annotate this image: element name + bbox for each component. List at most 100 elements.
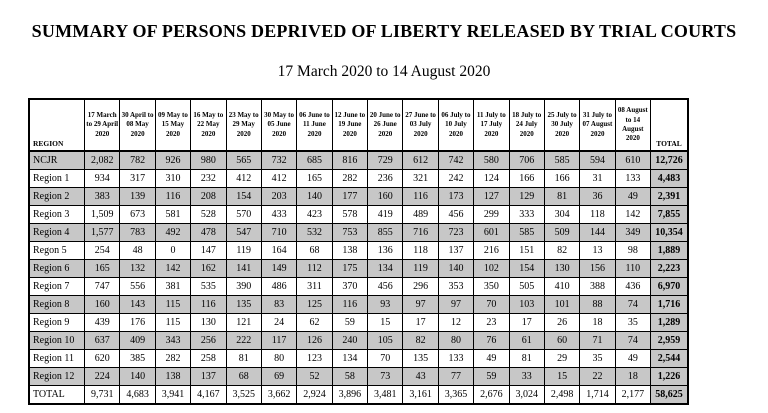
period-column-header-1: 17 March to 29 April 2020 [83, 98, 121, 152]
period-column-header-9: 20 June to 26 June 2020 [366, 98, 404, 152]
period-column-header-12: 11 July to 17 July 2020 [473, 98, 510, 152]
value-cell: 60 [543, 331, 581, 350]
value-cell: 410 [543, 277, 581, 296]
value-cell: 1,714 [579, 385, 616, 405]
value-cell: 232 [190, 169, 227, 188]
value-cell: 74 [614, 295, 652, 314]
value-cell: 528 [190, 205, 227, 224]
value-cell: 578 [331, 205, 369, 224]
value-cell: 125 [296, 295, 333, 314]
value-cell: 456 [366, 277, 404, 296]
period-column-header-14: 25 July to 30 July 2020 [543, 98, 581, 152]
value-cell: 29 [543, 349, 581, 368]
value-cell: 729 [366, 150, 404, 170]
value-cell: 140 [296, 187, 333, 206]
value-cell: 116 [154, 187, 192, 206]
value-cell: 216 [473, 241, 510, 260]
value-cell: 383 [83, 187, 121, 206]
value-cell: 115 [154, 313, 192, 332]
value-cell: 3,161 [402, 385, 439, 405]
value-cell: 116 [331, 295, 369, 314]
value-cell: 412 [225, 169, 262, 188]
value-cell: 353 [437, 277, 475, 296]
value-cell: 2,177 [614, 385, 652, 405]
value-cell: 116 [190, 295, 227, 314]
row-label: Region 11 [28, 349, 85, 368]
value-cell: 137 [190, 367, 227, 386]
row-total-cell: 2,544 [650, 349, 689, 368]
value-cell: 350 [473, 277, 510, 296]
value-cell: 242 [437, 169, 475, 188]
value-cell: 22 [579, 367, 616, 386]
value-cell: 133 [614, 169, 652, 188]
value-cell: 98 [614, 241, 652, 260]
value-cell: 855 [366, 223, 404, 242]
value-cell: 140 [119, 367, 156, 386]
value-cell: 61 [508, 331, 545, 350]
value-cell: 164 [260, 241, 298, 260]
value-cell: 299 [473, 205, 510, 224]
value-cell: 149 [260, 259, 298, 278]
value-cell: 456 [437, 205, 475, 224]
value-cell: 240 [331, 331, 369, 350]
value-cell: 742 [437, 150, 475, 170]
value-cell: 144 [579, 223, 616, 242]
value-cell: 77 [437, 367, 475, 386]
value-cell: 156 [579, 259, 616, 278]
value-cell: 370 [331, 277, 369, 296]
value-cell: 580 [473, 150, 510, 170]
value-cell: 103 [508, 295, 545, 314]
row-total-cell: 7,855 [650, 205, 689, 224]
value-cell: 117 [260, 331, 298, 350]
value-cell: 123 [296, 349, 333, 368]
value-cell: 439 [83, 313, 121, 332]
row-total-cell: 1,289 [650, 313, 689, 332]
value-cell: 70 [473, 295, 510, 314]
row-total-cell: 1,889 [650, 241, 689, 260]
table-row: Region 9 439 176 115 130 121 24 62 59 15 17 12 23 17 2… [28, 313, 689, 332]
value-cell: 73 [366, 367, 404, 386]
value-cell: 74 [614, 331, 652, 350]
page-subtitle: 17 March 2020 to 14 August 2020 [277, 63, 491, 80]
value-cell: 160 [366, 187, 404, 206]
value-cell: 565 [225, 150, 262, 170]
value-cell: 118 [402, 241, 439, 260]
value-cell: 17 [508, 313, 545, 332]
value-cell: 141 [225, 259, 262, 278]
value-cell: 134 [366, 259, 404, 278]
value-cell: 49 [473, 349, 510, 368]
row-total-cell: 12,726 [650, 150, 689, 170]
value-cell: 24 [260, 313, 298, 332]
period-column-header-2: 30 April to 08 May 2020 [119, 98, 156, 152]
total-row: TOTAL 9,731 4,683 3,941 4,167 3,525 3,662 2,924… [28, 385, 689, 405]
value-cell: 143 [119, 295, 156, 314]
value-cell: 58 [331, 367, 369, 386]
value-cell: 3,365 [437, 385, 475, 405]
value-cell: 782 [119, 150, 156, 170]
summary-table: REGION 17 March to 29 April 2020 30 April … [28, 98, 689, 405]
value-cell: 3,896 [331, 385, 369, 405]
value-cell: 747 [83, 277, 121, 296]
value-cell: 0 [154, 241, 192, 260]
value-cell: 82 [543, 241, 581, 260]
value-cell: 138 [154, 367, 192, 386]
value-cell: 142 [154, 259, 192, 278]
value-cell: 127 [473, 187, 510, 206]
value-cell: 585 [543, 150, 581, 170]
value-cell: 1,509 [83, 205, 121, 224]
value-cell: 13 [579, 241, 616, 260]
value-cell: 258 [190, 349, 227, 368]
value-cell: 112 [296, 259, 333, 278]
row-label: Region 7 [28, 277, 85, 296]
value-cell: 12 [437, 313, 475, 332]
value-cell: 115 [154, 295, 192, 314]
value-cell: 3,481 [366, 385, 404, 405]
period-column-header-10: 27 June to 03 July 2020 [402, 98, 439, 152]
row-label: Region 6 [28, 259, 85, 278]
value-cell: 3,525 [225, 385, 262, 405]
row-label: Region 12 [28, 367, 85, 386]
value-cell: 486 [260, 277, 298, 296]
value-cell: 139 [119, 187, 156, 206]
value-cell: 59 [331, 313, 369, 332]
